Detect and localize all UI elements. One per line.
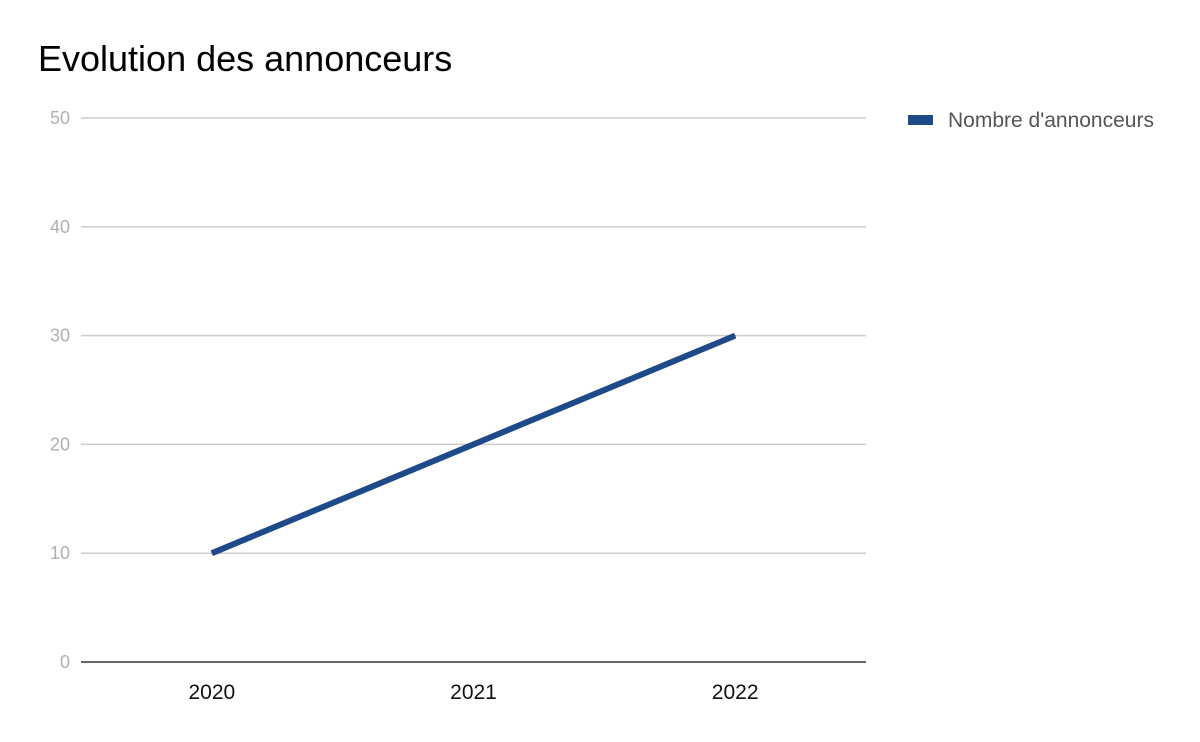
x-tick-label: 2020 bbox=[188, 681, 235, 704]
y-tick-label: 40 bbox=[50, 217, 70, 237]
gridlines bbox=[81, 117, 866, 554]
series-lines bbox=[210, 332, 737, 556]
y-tick-label: 50 bbox=[50, 108, 70, 128]
legend-swatch bbox=[908, 115, 933, 125]
data-point bbox=[734, 335, 736, 337]
y-tick-label: 30 bbox=[50, 326, 70, 346]
y-tick-label: 20 bbox=[50, 434, 70, 454]
data-point bbox=[473, 443, 474, 445]
chart-title: Evolution des annonceurs bbox=[38, 38, 453, 79]
data-point bbox=[211, 552, 213, 554]
legend: Nombre d'annonceurs bbox=[908, 109, 1154, 132]
legend-label: Nombre d'annonceurs bbox=[948, 109, 1154, 132]
x-tick-label: 2022 bbox=[712, 681, 759, 704]
x-tick-label: 2021 bbox=[450, 681, 497, 704]
y-axis-ticks: 0 10 20 30 40 50 bbox=[50, 108, 70, 672]
y-tick-label: 0 bbox=[60, 652, 70, 672]
x-axis-ticks: 2020 2021 2022 bbox=[188, 681, 758, 704]
y-tick-label: 10 bbox=[50, 543, 70, 563]
